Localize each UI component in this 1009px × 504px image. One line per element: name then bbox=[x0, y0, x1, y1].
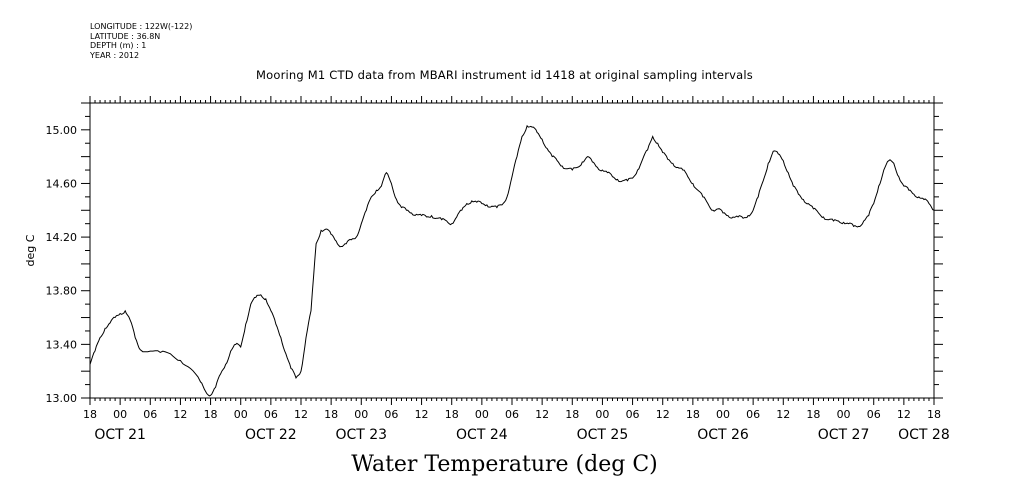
x-tick-label: 06 bbox=[626, 408, 640, 421]
metadata-block: LONGITUDE : 122W(-122) LATITUDE : 36.8N … bbox=[90, 22, 192, 60]
x-day-label: OCT 22 bbox=[245, 427, 297, 443]
plot-frame bbox=[89, 102, 935, 399]
x-day-label: OCT 23 bbox=[335, 427, 387, 443]
y-tick-label: 14.20 bbox=[46, 231, 78, 244]
x-tick-label: 18 bbox=[686, 408, 700, 421]
x-tick-label: 18 bbox=[927, 408, 941, 421]
x-tick-label: 18 bbox=[445, 408, 459, 421]
x-axis-title: Water Temperature (deg C) bbox=[351, 452, 658, 477]
x-tick-label: 00 bbox=[475, 408, 489, 421]
y-tick-label: 13.80 bbox=[46, 285, 78, 298]
x-tick-label: 18 bbox=[204, 408, 218, 421]
x-tick-label: 12 bbox=[415, 408, 429, 421]
x-tick-label: 12 bbox=[776, 408, 790, 421]
x-tick-label: 06 bbox=[746, 408, 760, 421]
x-tick-label: 06 bbox=[867, 408, 881, 421]
x-tick-label: 06 bbox=[143, 408, 157, 421]
y-tick-label: 13.40 bbox=[46, 338, 78, 351]
x-tick-label: 06 bbox=[264, 408, 278, 421]
x-day-label: OCT 21 bbox=[94, 427, 146, 443]
x-tick-label: 00 bbox=[716, 408, 730, 421]
depth-label: DEPTH (m) : 1 bbox=[90, 41, 147, 50]
x-day-label: OCT 28 bbox=[898, 427, 950, 443]
x-day-label: OCT 25 bbox=[577, 427, 629, 443]
x-tick-label: 00 bbox=[113, 408, 127, 421]
chart-title: Mooring M1 CTD data from MBARI instrumen… bbox=[256, 68, 753, 82]
x-tick-label: 12 bbox=[897, 408, 911, 421]
x-tick-label: 06 bbox=[505, 408, 519, 421]
x-tick-label: 12 bbox=[535, 408, 549, 421]
year-label: YEAR : 2012 bbox=[90, 50, 140, 60]
x-day-label: OCT 24 bbox=[456, 427, 508, 443]
x-tick-label: 12 bbox=[294, 408, 308, 421]
longitude-label: LONGITUDE : 122W(-122) bbox=[90, 22, 193, 31]
x-tick-label: 00 bbox=[234, 408, 248, 421]
x-day-label: OCT 26 bbox=[697, 427, 749, 443]
x-tick-label: 00 bbox=[837, 408, 851, 421]
x-tick-label: 00 bbox=[595, 408, 609, 421]
x-day-label: OCT 27 bbox=[818, 427, 870, 443]
y-axis-label: deg C bbox=[24, 234, 37, 266]
x-tick-label: 18 bbox=[83, 408, 97, 421]
x-tick-label: 18 bbox=[324, 408, 338, 421]
x-tick-label: 12 bbox=[173, 408, 187, 421]
x-tick-label: 18 bbox=[806, 408, 820, 421]
y-tick-label: 15.00 bbox=[46, 124, 78, 137]
x-tick-label: 18 bbox=[565, 408, 579, 421]
x-tick-label: 12 bbox=[656, 408, 670, 421]
latitude-label: LATITUDE : 36.8N bbox=[90, 31, 161, 41]
y-tick-label: 13.00 bbox=[46, 392, 78, 405]
y-tick-label: 14.60 bbox=[46, 177, 78, 190]
x-tick-label: 00 bbox=[354, 408, 368, 421]
series-line-temperature bbox=[89, 124, 935, 397]
x-tick-label: 06 bbox=[384, 408, 398, 421]
